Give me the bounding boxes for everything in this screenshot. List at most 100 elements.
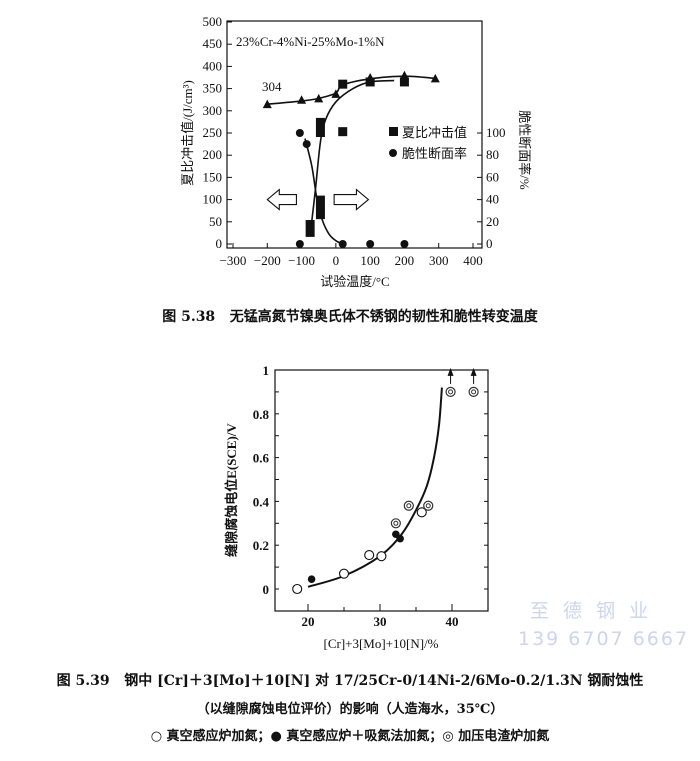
open-circle-point: [364, 550, 375, 561]
y-right-tick-label: 40: [486, 192, 499, 207]
double-circle-inner: [406, 503, 412, 509]
x-tick-label: 30: [374, 614, 387, 629]
figure-5-39-legend: ○ 真空感应炉加氮；● 真空感应炉＋吸氮法加氮；◎ 加压电渣炉加氮: [150, 729, 550, 744]
y-tick-label: 100: [203, 192, 223, 207]
charpy-point: [338, 79, 348, 89]
chart1-ylabel: 夏比冲击值/(J/cm³): [180, 80, 195, 186]
y-tick-label: 0.2: [253, 538, 269, 553]
y-tick-label: 0.4: [253, 494, 270, 509]
chart2-xlabel: [Cr]+3[Mo]+10[N]/%: [323, 636, 438, 651]
double-circle-point: [390, 518, 401, 529]
chart2-ylabel: 缝隙腐蚀电位E(SCE)/V: [224, 423, 239, 557]
x-tick-label: 400: [463, 253, 483, 268]
304-point: [365, 73, 375, 82]
x-tick-label: 100: [360, 253, 380, 268]
open-circle-point: [292, 583, 303, 595]
watermark-phone: 139 6707 6667: [518, 628, 690, 650]
double-circle-inner: [393, 520, 399, 526]
y-tick-label: 0.6: [253, 451, 270, 466]
arrow-up-head-icon: [470, 367, 477, 376]
y-right-tick-label: 60: [486, 169, 499, 184]
double-circle-inner: [471, 389, 477, 395]
chart1-frame: [226, 20, 483, 249]
x-tick-label: 200: [395, 253, 415, 268]
y-tick-label: 500: [203, 14, 223, 29]
double-circle-point: [423, 500, 434, 511]
x-tick-label: −200: [254, 253, 281, 268]
double-circle-inner: [448, 389, 454, 395]
y-tick-label: 450: [203, 36, 223, 51]
double-circle-inner: [425, 503, 431, 509]
y-right-tick-label: 80: [486, 147, 499, 162]
legend-square-marker: [389, 127, 398, 136]
x-tick-label: 20: [302, 614, 315, 629]
figure-5-38-caption: 图 5.38 无锰高氮节镍奥氏体不锈钢的韧性和脆性转变温度: [162, 309, 538, 325]
304-point: [331, 89, 341, 98]
charpy-point: [338, 127, 348, 137]
y-tick-label: 0.8: [253, 407, 270, 422]
open-circle-point: [416, 507, 427, 518]
double-circle-point: [403, 500, 414, 511]
chart1-xlabel: 试验温度/°C: [320, 274, 389, 289]
y-tick-label: 150: [203, 169, 223, 184]
charpy-point: [305, 220, 315, 237]
charpy-point: [365, 77, 375, 87]
figure-5-39-chart: 20 30 40 0 0.2 0.4 0.6 0.8 1: [253, 363, 489, 629]
filled-circle-point: [396, 534, 404, 543]
y-tick-label: 250: [203, 125, 223, 140]
chart1-annotation-304: 304: [262, 79, 282, 94]
304-point: [314, 93, 324, 103]
fit-curve: [304, 138, 344, 245]
304-point: [297, 95, 307, 104]
legend-circle-marker: [389, 149, 397, 157]
brittle-fracture-point: [302, 140, 311, 149]
filled-circle-point: [307, 575, 316, 583]
x-tick-label: 0: [333, 253, 340, 268]
brittle-fracture-point: [338, 240, 347, 248]
x-tick-label: 300: [429, 253, 449, 268]
x-tick-label: −100: [288, 253, 315, 268]
watermark-company: 至 德 钢 业: [530, 600, 653, 622]
y-right-tick-label: 100: [486, 125, 506, 140]
y-tick-label: 0: [263, 582, 270, 597]
304-point: [399, 70, 409, 80]
x-tick-label: 40: [446, 614, 459, 629]
charpy-point: [315, 195, 325, 220]
figure-5-39-caption-line1: 图 5.39 钢中 [Cr]＋3[Mo]＋10[N] 对 17/25Cr-0/1…: [56, 673, 644, 689]
y-tick-label: 0: [216, 236, 223, 251]
brittle-fracture-point: [295, 240, 304, 248]
y-right-tick-label: 20: [486, 214, 499, 229]
chart1-annotation-alloy: 23%Cr-4%Ni-25%Mo-1%N: [236, 34, 385, 49]
y-tick-label: 300: [203, 103, 223, 118]
brittle-fracture-point: [366, 240, 375, 248]
figure-5-38-chart: −300 −200 −100 0 100 200 300 400050100150200250…: [203, 14, 506, 268]
chart1-legend-circle-label: 脆性断面率: [402, 146, 467, 161]
fit-curve: [307, 387, 443, 588]
arrow-left-icon: [266, 188, 297, 211]
y-right-tick-label: 0: [486, 236, 493, 251]
y-tick-label: 200: [203, 147, 223, 162]
y-tick-label: 50: [209, 214, 222, 229]
figure-5-39-caption-line2: （以缝隙腐蚀电位评价）的影响（人造海水，35℃）: [196, 702, 504, 717]
chart1-ylabel-right: 脆性断面率/%: [517, 110, 532, 190]
brittle-fracture-point: [295, 129, 304, 137]
304-point: [262, 99, 272, 109]
arrow-up-head-icon: [447, 367, 454, 376]
arrow-right-icon: [333, 188, 370, 211]
open-circle-point: [338, 568, 350, 579]
double-circle-point: [468, 386, 479, 397]
chart2-frame: [274, 369, 489, 612]
charpy-point: [399, 77, 409, 87]
brittle-fracture-point: [400, 240, 409, 248]
y-tick-label: 350: [203, 81, 223, 96]
x-tick-label: −300: [220, 253, 247, 268]
open-circle-point: [376, 551, 387, 562]
304-point: [430, 73, 440, 83]
double-circle-point: [445, 386, 456, 397]
y-tick-label: 1: [263, 363, 270, 378]
charpy-point: [315, 117, 325, 137]
chart1-legend-square-label: 夏比冲击值: [402, 125, 467, 140]
y-tick-label: 400: [203, 58, 223, 73]
